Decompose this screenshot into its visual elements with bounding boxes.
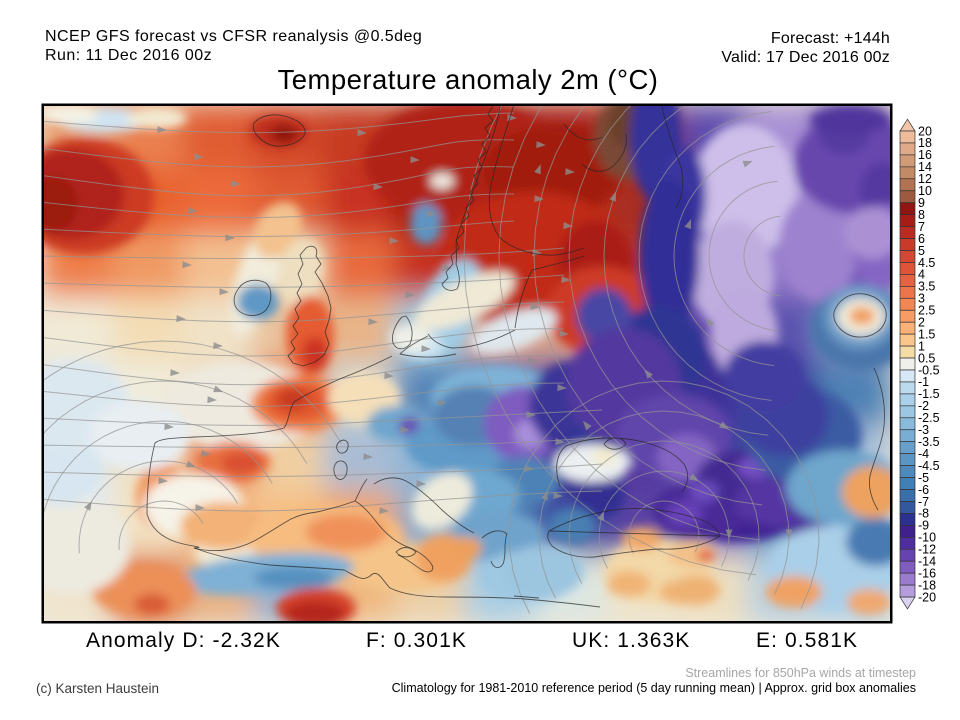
svg-text:-1: -1 [918, 375, 929, 389]
svg-text:-1.5: -1.5 [918, 387, 940, 401]
svg-text:5: 5 [918, 244, 925, 258]
svg-text:-3: -3 [918, 423, 929, 437]
svg-text:-4.5: -4.5 [918, 459, 940, 473]
svg-text:9: 9 [918, 196, 925, 210]
svg-text:-6: -6 [918, 483, 929, 497]
svg-text:-8: -8 [918, 507, 929, 521]
svg-text:-0.5: -0.5 [918, 363, 940, 377]
svg-text:2.5: 2.5 [918, 304, 935, 318]
svg-text:14: 14 [918, 160, 932, 174]
svg-text:-3.5: -3.5 [918, 435, 940, 449]
svg-text:1: 1 [918, 339, 925, 353]
svg-text:0.5: 0.5 [918, 351, 935, 365]
svg-text:-2: -2 [918, 399, 929, 413]
svg-text:-10: -10 [918, 531, 936, 545]
svg-text:-12: -12 [918, 543, 936, 557]
svg-text:-7: -7 [918, 495, 929, 509]
svg-text:1.5: 1.5 [918, 327, 935, 341]
svg-text:4: 4 [918, 268, 925, 282]
svg-text:4.5: 4.5 [918, 256, 935, 270]
svg-text:16: 16 [918, 148, 932, 162]
svg-text:-16: -16 [918, 566, 936, 580]
svg-text:20: 20 [918, 124, 932, 138]
svg-text:-4: -4 [918, 447, 929, 461]
svg-text:18: 18 [918, 136, 932, 150]
svg-text:-5: -5 [918, 471, 929, 485]
svg-text:-9: -9 [918, 519, 929, 533]
svg-text:-14: -14 [918, 555, 936, 569]
svg-text:3: 3 [918, 292, 925, 306]
svg-text:6: 6 [918, 232, 925, 246]
svg-text:-2.5: -2.5 [918, 411, 940, 425]
svg-text:7: 7 [918, 220, 925, 234]
svg-text:2: 2 [918, 316, 925, 330]
svg-text:12: 12 [918, 172, 932, 186]
svg-text:10: 10 [918, 184, 932, 198]
svg-text:3.5: 3.5 [918, 280, 935, 294]
svg-text:-20: -20 [918, 590, 936, 604]
svg-text:-18: -18 [918, 578, 936, 592]
svg-text:8: 8 [918, 208, 925, 222]
